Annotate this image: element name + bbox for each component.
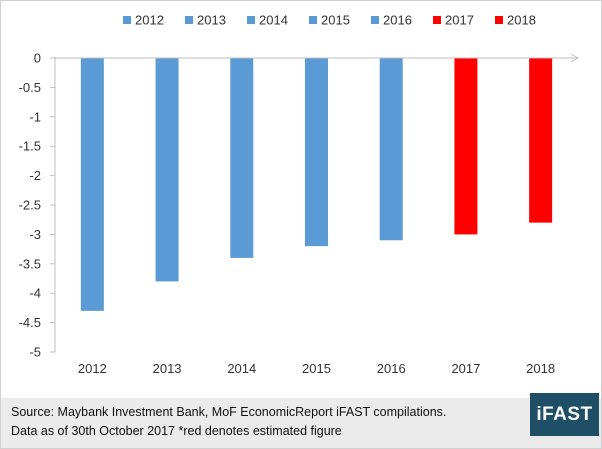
x-tick-label: 2014 — [227, 361, 256, 376]
bar-2015 — [305, 58, 328, 247]
y-tick-label: -2 — [29, 168, 41, 183]
bar-2014 — [230, 58, 254, 258]
legend-label: 2013 — [197, 13, 226, 28]
x-axis-arrow-icon — [570, 53, 580, 63]
legend-swatch — [495, 16, 503, 24]
legend-swatch — [185, 16, 193, 24]
x-tick-label: 2018 — [526, 361, 555, 376]
y-tick-label: -3 — [29, 227, 41, 242]
legend-label: 2015 — [321, 13, 350, 28]
legend-label: 2018 — [507, 13, 536, 28]
legend-label: 2012 — [135, 13, 164, 28]
ifast-logo: iFAST — [530, 393, 599, 436]
legend-swatch — [371, 16, 379, 24]
y-tick-label: -2.5 — [19, 198, 41, 213]
y-tick-label: -5 — [29, 345, 41, 360]
y-tick-label: -3.5 — [19, 256, 41, 271]
y-tick-label: -0.5 — [19, 80, 41, 95]
legend-swatch — [247, 16, 255, 24]
bar-2017 — [454, 58, 478, 235]
y-tick-label: -4.5 — [19, 315, 41, 330]
x-tick-label: 2016 — [377, 361, 406, 376]
bar-2016 — [379, 58, 403, 241]
y-tick-label: 0 — [34, 51, 41, 66]
source-note: Source: Maybank Investment Bank, MoF Eco… — [11, 405, 447, 419]
y-tick-label: -4 — [29, 286, 41, 301]
bar-chart: 2012 2013 2014 2015 2016 2017 2018 0 -0.5 -1 -1.5 -… — [19, 13, 580, 376]
x-tick-label: 2017 — [451, 361, 480, 376]
legend-swatch — [123, 16, 131, 24]
y-tick-label: -1 — [29, 109, 41, 124]
x-tick-label: 2015 — [302, 361, 331, 376]
source-footer: Source: Maybank Investment Bank, MoF Eco… — [1, 398, 601, 448]
legend-swatch — [433, 16, 441, 24]
bar-2018 — [529, 58, 553, 223]
legend-swatch — [309, 16, 317, 24]
legend-label: 2014 — [259, 13, 288, 28]
bar-2013 — [155, 58, 179, 282]
x-tick-label: 2012 — [78, 361, 107, 376]
bar-2012 — [80, 58, 104, 311]
x-tick-label: 2013 — [153, 361, 182, 376]
legend-label: 2017 — [445, 13, 474, 28]
data-date-note: Data as of 30th October 2017 *red denote… — [11, 424, 342, 438]
y-tick-label: -1.5 — [19, 139, 41, 154]
legend-label: 2016 — [383, 13, 412, 28]
